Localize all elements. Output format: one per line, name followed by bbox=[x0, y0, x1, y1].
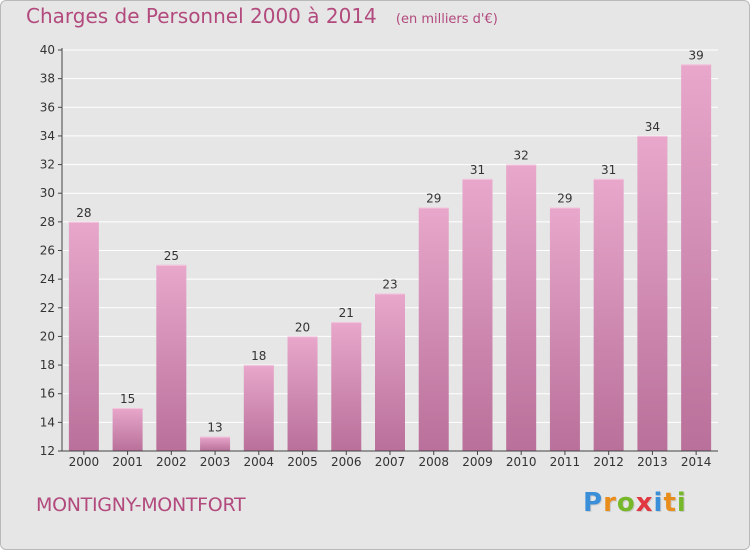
x-tick-label-2007: 2007 bbox=[375, 455, 406, 469]
value-label-2010: 32 bbox=[514, 149, 529, 163]
commune-name: MONTIGNY-MONTFORT bbox=[36, 494, 246, 516]
bar-2004 bbox=[243, 365, 274, 451]
bar-2009 bbox=[462, 178, 493, 451]
x-tick-label-2012: 2012 bbox=[593, 455, 624, 469]
x-tick-label-2002: 2002 bbox=[156, 455, 187, 469]
y-tick-label: 38 bbox=[40, 72, 55, 86]
chart-unit: (en milliers d'€) bbox=[395, 12, 498, 27]
y-tick-label: 12 bbox=[40, 444, 55, 458]
x-tick-label-2011: 2011 bbox=[550, 455, 581, 469]
value-label-2009: 31 bbox=[470, 163, 485, 177]
value-label-2002: 25 bbox=[164, 249, 179, 263]
x-tick-label-2010: 2010 bbox=[506, 455, 537, 469]
y-tick-label: 40 bbox=[40, 43, 55, 57]
bar-2002 bbox=[156, 264, 187, 451]
value-label-2014: 39 bbox=[688, 48, 703, 62]
bar-2011 bbox=[549, 207, 580, 451]
x-tick-label-2014: 2014 bbox=[681, 455, 712, 469]
logo-letter: o bbox=[616, 488, 636, 518]
y-tick-label: 28 bbox=[40, 215, 55, 229]
x-tick-label-2003: 2003 bbox=[200, 455, 231, 469]
value-label-2008: 29 bbox=[426, 192, 441, 206]
logo-letter: x bbox=[635, 488, 654, 518]
value-label-2005: 20 bbox=[295, 320, 310, 334]
y-tick-label: 36 bbox=[40, 100, 55, 114]
bar-2012 bbox=[593, 178, 624, 451]
bar-2013 bbox=[637, 135, 668, 451]
bar-2014 bbox=[681, 64, 712, 452]
y-tick-label: 32 bbox=[40, 158, 55, 172]
y-tick-label: 14 bbox=[40, 415, 55, 429]
logo-letter: i bbox=[653, 488, 664, 518]
x-tick-label-2001: 2001 bbox=[112, 455, 143, 469]
logo-letter: P bbox=[583, 488, 604, 518]
x-tick-label-2006: 2006 bbox=[331, 455, 362, 469]
value-label-2004: 18 bbox=[251, 349, 266, 363]
x-tick-label-2005: 2005 bbox=[287, 455, 318, 469]
y-tick-label: 30 bbox=[40, 186, 55, 200]
y-tick-label: 24 bbox=[40, 272, 55, 286]
bar-2010 bbox=[506, 164, 537, 452]
bars bbox=[68, 64, 712, 452]
bar-2006 bbox=[331, 322, 362, 451]
bar-2003 bbox=[200, 436, 231, 451]
value-label-2000: 28 bbox=[76, 206, 91, 220]
value-label-2013: 34 bbox=[645, 120, 660, 134]
bar-2005 bbox=[287, 336, 318, 451]
proxiti-logo: Proxiti bbox=[583, 488, 687, 518]
x-tick-label-2008: 2008 bbox=[418, 455, 449, 469]
value-label-2007: 23 bbox=[382, 277, 397, 291]
y-tick-label: 16 bbox=[40, 387, 55, 401]
y-tick-label: 34 bbox=[40, 129, 55, 143]
x-tick-label-2000: 2000 bbox=[69, 455, 100, 469]
bar-2000 bbox=[68, 221, 99, 451]
value-label-2006: 21 bbox=[339, 306, 354, 320]
value-label-2001: 15 bbox=[120, 392, 135, 406]
y-tick-label: 22 bbox=[40, 301, 55, 315]
labels: 12 14 16 18 20 22 24 26 28 30 32 34 36 38 40 28 2000 15 20… bbox=[40, 43, 712, 469]
axes bbox=[58, 48, 718, 455]
y-tick-label: 18 bbox=[40, 358, 55, 372]
x-tick-label-2004: 2004 bbox=[244, 455, 275, 469]
bar-2007 bbox=[375, 293, 405, 451]
bar-2001 bbox=[112, 408, 143, 451]
x-tick-label-2013: 2013 bbox=[637, 455, 668, 469]
value-label-2011: 29 bbox=[557, 192, 572, 206]
bar-2008 bbox=[418, 207, 449, 451]
logo-letter: t bbox=[663, 488, 677, 518]
value-label-2003: 13 bbox=[207, 421, 222, 435]
value-label-2012: 31 bbox=[601, 163, 616, 177]
chart-title: Charges de Personnel 2000 à 2014 bbox=[26, 4, 377, 28]
chart-title-row: Charges de Personnel 2000 à 2014 (en mil… bbox=[26, 4, 498, 28]
logo-letter: r bbox=[603, 488, 617, 518]
y-tick-label: 26 bbox=[40, 244, 55, 258]
logo-letter: i bbox=[676, 488, 687, 518]
x-tick-label-2009: 2009 bbox=[462, 455, 493, 469]
y-tick-label: 20 bbox=[40, 329, 55, 343]
